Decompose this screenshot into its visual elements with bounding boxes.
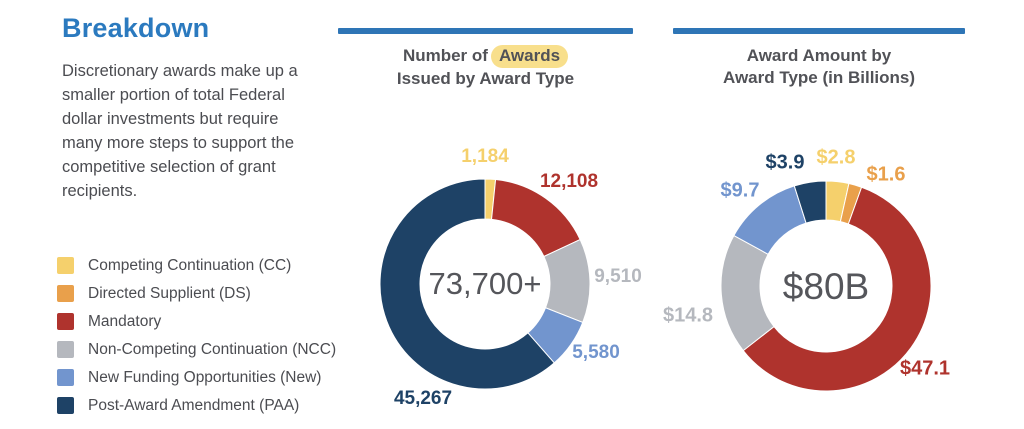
- page-title: Breakdown: [62, 13, 210, 43]
- legend-item-ncc: Non-Competing Continuation (NCC): [57, 341, 336, 358]
- donut-slice-2: [742, 186, 932, 392]
- legend-label-ncc: Non-Competing Continuation (NCC): [88, 340, 337, 358]
- chart-title-awards-count: Number of Awards Issued by Award Type: [338, 45, 633, 90]
- legend-swatch-new: [57, 369, 74, 386]
- chart-title-prefix: Number of: [402, 46, 488, 65]
- legend-swatch-cc: [57, 257, 74, 274]
- legend-item-new: New Funding Opportunities (New): [57, 369, 336, 386]
- legend-item-cc: Competing Continuation (CC): [57, 257, 336, 274]
- legend-label-ds: Directed Supplient (DS): [88, 284, 251, 302]
- chart-title-line1: Award Amount by: [746, 46, 892, 65]
- slice-label-ncc-amount: $14.8: [662, 304, 714, 327]
- chart-title-award-amount: Award Amount by Award Type (in Billions): [673, 45, 965, 89]
- donut-slice-4: [379, 178, 555, 390]
- donut-center-total-awards: 73,700+: [428, 266, 542, 301]
- slice-label-mandatory-count: 12,108: [539, 171, 599, 192]
- awards-count-donut-chart: [379, 178, 591, 390]
- slice-label-mandatory-amount: $47.1: [899, 357, 951, 380]
- legend-item-paa: Post-Award Amendment (PAA): [57, 397, 336, 414]
- slice-label-ncc-count: 9,510: [594, 266, 642, 287]
- legend-swatch-ncc: [57, 341, 74, 358]
- legend-swatch-mandatory: [57, 313, 74, 330]
- legend-label-paa: Post-Award Amendment (PAA): [88, 396, 300, 414]
- donut-slice-5: [793, 180, 827, 224]
- legend-swatch-paa: [57, 397, 74, 414]
- award-amount-donut-chart: [720, 180, 932, 392]
- divider-bar-awards-count: [338, 28, 633, 34]
- intro-paragraph: Discretionary awards make up a smaller p…: [62, 62, 298, 200]
- slice-label-cc-count: 1,184: [461, 146, 509, 167]
- divider-bar-award-amount: [673, 28, 965, 34]
- title-highlight: Awards: [490, 45, 569, 68]
- slice-label-new-count: 5,580: [572, 342, 620, 363]
- legend-label-cc: Competing Continuation (CC): [88, 256, 292, 274]
- legend-item-ds: Directed Supplient (DS): [57, 285, 336, 302]
- donut-center-total-amount: $80B: [782, 266, 870, 307]
- legend-swatch-ds: [57, 285, 74, 302]
- chart-title-line1: Number of Awards: [338, 45, 633, 68]
- legend-item-mandatory: Mandatory: [57, 313, 336, 330]
- slice-label-paa-count: 45,267: [393, 388, 453, 409]
- legend-label-mandatory: Mandatory: [88, 312, 162, 330]
- slice-label-new-amount: $9.7: [720, 179, 760, 202]
- legend: Competing Continuation (CC) Directed Sup…: [57, 257, 336, 414]
- slice-label-paa-amount: $3.9: [765, 151, 805, 174]
- legend-label-new: New Funding Opportunities (New): [88, 368, 322, 386]
- slice-label-ds-amount: $1.6: [866, 163, 906, 186]
- chart-title-line2: Issued by Award Type: [396, 69, 575, 88]
- chart-title-line2: Award Type (in Billions): [722, 68, 916, 87]
- slice-label-cc-amount: $2.8: [816, 146, 856, 169]
